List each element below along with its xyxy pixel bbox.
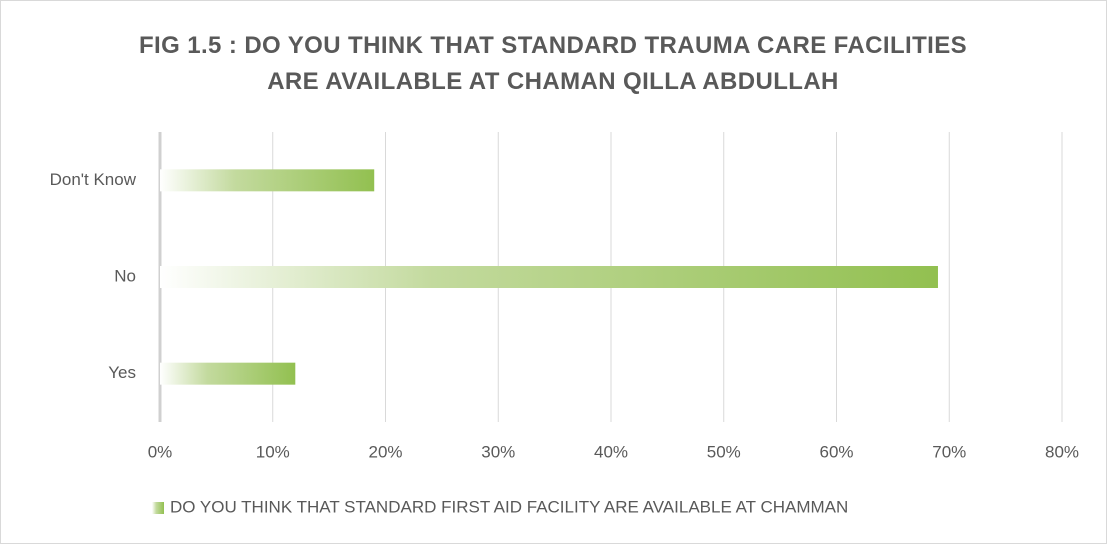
x-tick-label: 0% xyxy=(148,442,173,461)
chart-title: FIG 1.5 : DO YOU THINK THAT STANDARD TRA… xyxy=(138,32,968,95)
y-tick-label: No xyxy=(114,266,136,285)
x-tick-label: 70% xyxy=(932,442,966,461)
x-tick-label: 30% xyxy=(481,442,515,461)
x-tick-label: 60% xyxy=(819,442,853,461)
legend-label: DO YOU THINK THAT STANDARD FIRST AID FAC… xyxy=(170,497,848,516)
bar xyxy=(160,169,375,192)
x-tick-label: 50% xyxy=(707,442,741,461)
bar xyxy=(160,362,296,385)
x-tick-label: 80% xyxy=(1045,442,1079,461)
x-tick-label: 20% xyxy=(368,442,402,461)
y-tick-label: Yes xyxy=(108,363,136,382)
x-tick-label: 10% xyxy=(256,442,290,461)
y-tick-label: Don't Know xyxy=(50,170,137,189)
legend-swatch xyxy=(152,502,164,514)
bar xyxy=(160,266,938,288)
x-tick-label: 40% xyxy=(594,442,628,461)
